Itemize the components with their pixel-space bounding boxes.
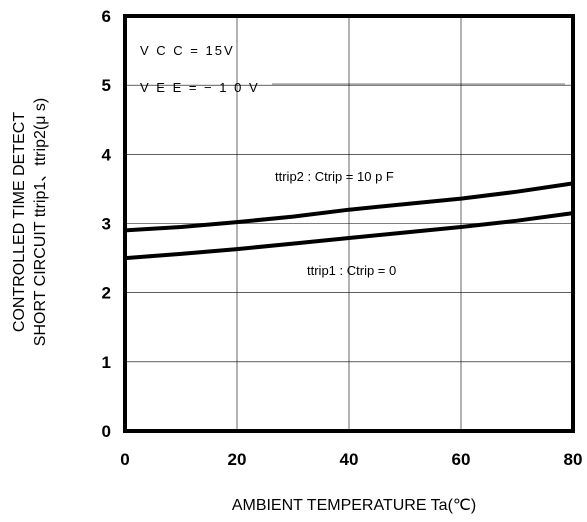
x-tick-label: 40 bbox=[340, 450, 359, 469]
x-axis-label: AMBIENT TEMPERATURE Ta(℃) bbox=[232, 497, 476, 514]
y-tick-label: 2 bbox=[102, 284, 111, 303]
annotation-vee: V E E = − 1 0 V bbox=[140, 80, 260, 95]
y-axis-label-line1: CONTROLLED TIME DETECT bbox=[11, 112, 28, 332]
y-tick-label: 3 bbox=[102, 215, 111, 234]
x-tick-label: 20 bbox=[228, 450, 247, 469]
y-tick-labels: 0 1 2 3 4 5 6 bbox=[102, 7, 112, 441]
series-label-ttrip1: ttrip1 : Ctrip = 0 bbox=[307, 263, 396, 278]
y-tick-label: 5 bbox=[102, 76, 111, 95]
x-tick-label: 60 bbox=[452, 450, 471, 469]
x-tick-label: 80 bbox=[564, 450, 583, 469]
y-axis-label-line2: SHORT CIRCUIT ttrip1、ttrip2(μ s) bbox=[32, 98, 49, 346]
annotation-vcc: V C C = 15V bbox=[140, 43, 235, 58]
series-label-ttrip2: ttrip2 : Ctrip = 10 p F bbox=[275, 169, 394, 184]
x-tick-label: 0 bbox=[120, 450, 129, 469]
series-line-ttrip1 bbox=[123, 211, 575, 261]
plot-frame bbox=[123, 14, 575, 433]
series-curves bbox=[123, 181, 575, 261]
series-line-ttrip2 bbox=[123, 181, 575, 233]
y-tick-label: 4 bbox=[102, 145, 112, 164]
y-tick-label: 1 bbox=[102, 353, 111, 372]
x-tick-labels: 0 20 40 60 80 bbox=[120, 450, 582, 469]
y-tick-label: 6 bbox=[102, 7, 111, 26]
y-tick-label: 0 bbox=[102, 422, 111, 441]
